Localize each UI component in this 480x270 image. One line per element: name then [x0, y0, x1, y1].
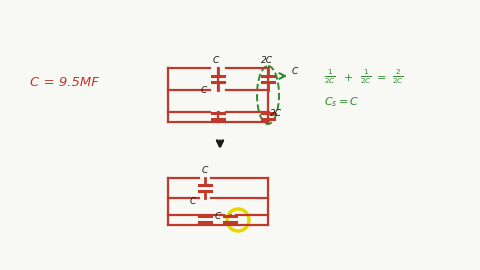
Text: C = 9.5MF: C = 9.5MF [30, 76, 99, 89]
Text: C: C [292, 67, 298, 76]
Text: =: = [377, 73, 387, 83]
Text: C: C [213, 56, 219, 65]
Text: C: C [190, 197, 196, 206]
Text: $\frac{2}{2C}$: $\frac{2}{2C}$ [392, 68, 404, 86]
Text: 2C: 2C [270, 109, 282, 118]
Text: $\frac{1}{2C}$: $\frac{1}{2C}$ [360, 68, 372, 86]
Text: $C_s = C$: $C_s = C$ [324, 95, 360, 109]
Text: +: + [343, 73, 353, 83]
Text: C: C [202, 166, 208, 175]
Text: C: C [201, 86, 207, 95]
Text: 2C: 2C [261, 56, 273, 65]
Text: $\frac{1}{2C}$: $\frac{1}{2C}$ [324, 68, 336, 86]
Text: C: C [215, 212, 221, 221]
